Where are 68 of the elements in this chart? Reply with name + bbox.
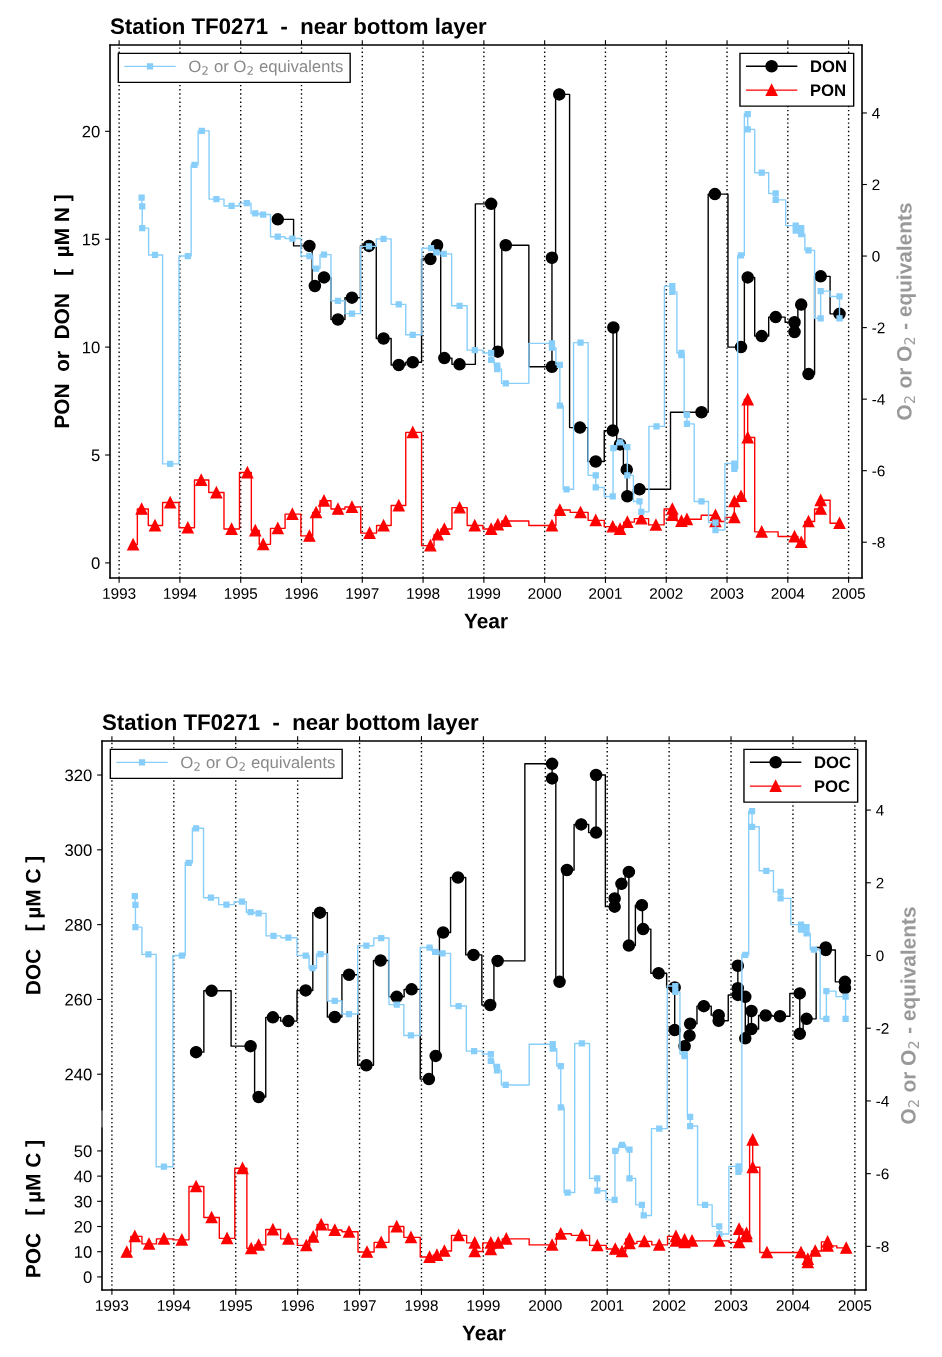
x-tick-label: 1994 [157,1300,191,1311]
y2-tick-label: 2 [872,179,880,191]
x-tick-label: 1996 [285,588,318,599]
x-tick-label: 1998 [405,1300,438,1311]
chart-title: Station TF0271 - near bottom layer [110,17,487,39]
x-tick-label: 2003 [714,1300,748,1311]
y2-tick-label: -2 [876,1023,889,1034]
y-tick-label: 5 [91,449,100,462]
x-tick-label: 2002 [652,1300,686,1311]
x-tick-label: 2004 [776,1300,810,1311]
x-tick-label: 2001 [590,1300,624,1311]
x-tick-label: 1994 [164,588,197,599]
y-tick-label: 0 [91,557,100,570]
y2-axis-title: O$_{2}$ or O$_{2}$ - equivalents [900,907,920,1124]
x-tick-label: 2001 [589,588,622,599]
legend-label: PON [811,84,845,97]
legend-label: O$_{2}$ or O$_{2}$ equivalents [181,756,335,772]
legend-label: POC [815,780,850,793]
x-tick-label: 1999 [467,1300,500,1311]
y2-tick-label: -4 [872,394,885,405]
y2-tick-label: -2 [872,322,885,334]
x-tick-label: 1995 [219,1300,253,1311]
y2-tick-label: 0 [876,950,884,962]
x-tick-label: 1993 [103,588,136,599]
y2-tick-label: 2 [876,877,884,889]
y-tick-label: 260 [65,993,92,1006]
y3-tick-label: 50 [74,1145,92,1158]
y2-tick-label: -6 [872,465,885,477]
x-tick-label: 1998 [407,588,440,599]
y-tick-label: 20 [82,125,100,138]
y3-axis-title: POC [ µM C ] [25,1141,45,1277]
y-tick-label: 15 [83,233,100,246]
y2-axis-title: O$_{2}$ or O$_{2}$ - equivalents [896,203,916,420]
x-tick-label: 2000 [529,1300,562,1311]
legend-label: O$_{2}$ or O$_{2}$ equivalents [189,60,343,76]
x-tick-label: 1997 [343,1300,376,1311]
x-tick-label: 2005 [838,1300,872,1311]
x-tick-label: 1999 [468,588,501,599]
x-tick-label: 2000 [528,588,562,599]
x-tick-label: 1993 [96,1300,129,1311]
x-tick-label: 2003 [710,588,744,599]
x-tick-label: 2004 [771,588,805,599]
x-tick-label: 1996 [281,1300,314,1311]
y-tick-label: 320 [65,769,92,782]
y2-tick-label: -4 [876,1095,889,1107]
y2-tick-label: 4 [876,805,884,816]
y2-tick-label: -8 [872,537,885,548]
y-tick-label: 280 [65,919,92,931]
y-axis-title: DOC [ µM C ] [25,856,45,994]
x-tick-label: 2002 [650,588,683,599]
y-axis-title: PON or DON [ µM N ] [53,195,74,428]
y2-tick-label: 4 [872,107,880,119]
y2-tick-label: 0 [872,250,880,262]
x-axis-title: Year [462,1325,506,1341]
y3-tick-label: 40 [74,1170,92,1183]
x-tick-label: 2005 [832,588,865,599]
y-tick-label: 240 [65,1068,92,1081]
y3-tick-label: 30 [74,1195,92,1208]
y-tick-label: 300 [65,844,92,857]
x-tick-label: 1997 [346,588,379,599]
y2-tick-label: -6 [876,1168,889,1180]
x-axis-title: Year [464,613,508,629]
legend-label: DOC [815,756,851,769]
y-tick-label: 10 [83,341,100,354]
x-tick-label: 1995 [224,588,258,599]
chart-title: Station TF0271 - near bottom layer [102,713,479,735]
legend-label: DON [811,60,846,73]
y2-tick-label: -8 [876,1241,889,1253]
